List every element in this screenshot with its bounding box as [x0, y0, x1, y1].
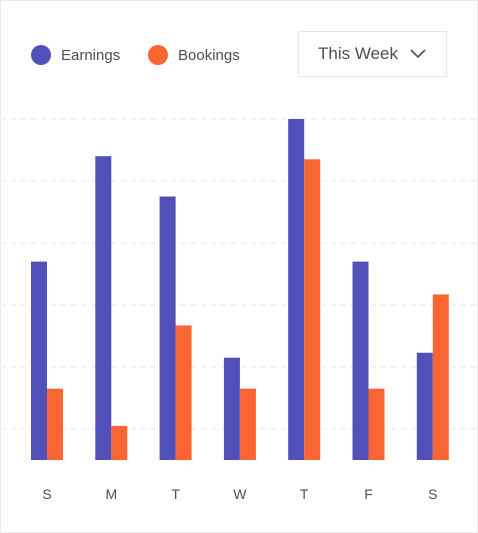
bar-earnings[interactable]	[31, 261, 47, 460]
legend-bookings: Bookings	[148, 43, 240, 67]
x-tick-label: F	[364, 486, 373, 502]
bar-earnings[interactable]	[288, 119, 305, 460]
x-tick-label: M	[105, 486, 117, 502]
x-tick-label: S	[428, 486, 437, 502]
x-tick-label: T	[171, 486, 180, 502]
x-tick-label: W	[233, 486, 247, 502]
legend-bookings-label: Bookings	[178, 46, 240, 64]
bar-bookings[interactable]	[304, 159, 321, 461]
legend-bookings-swatch	[148, 45, 168, 65]
legend-earnings: Earnings	[31, 43, 120, 67]
bar-earnings[interactable]	[95, 156, 112, 460]
bar-earnings[interactable]	[159, 196, 176, 461]
legend-earnings-label: Earnings	[61, 46, 121, 64]
bar-bookings[interactable]	[368, 388, 385, 460]
bar-bookings[interactable]	[47, 388, 63, 460]
chevron-down-icon	[410, 45, 426, 61]
x-tick-label: T	[300, 486, 309, 502]
bar-bookings[interactable]	[432, 294, 449, 460]
period-select[interactable]: This Week	[298, 31, 447, 77]
bar-earnings[interactable]	[223, 357, 240, 460]
bar-bookings[interactable]	[111, 425, 128, 460]
bar-bookings[interactable]	[175, 325, 192, 460]
period-select-value: This Week	[318, 44, 398, 63]
bar-earnings[interactable]	[352, 261, 369, 460]
bar-bookings[interactable]	[239, 388, 256, 460]
legend-earnings-swatch	[31, 45, 51, 65]
x-tick-label: S	[42, 486, 51, 502]
bar-earnings[interactable]	[416, 352, 433, 460]
